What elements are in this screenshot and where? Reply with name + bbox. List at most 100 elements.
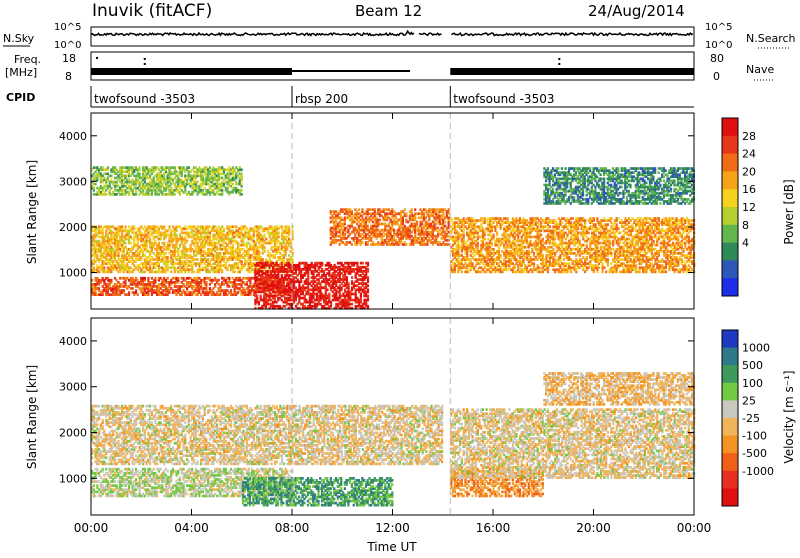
freq-tick-bottom: 8 [65, 70, 72, 83]
power-cell [328, 293, 330, 296]
freq-strip-frame [91, 52, 694, 80]
power-cell [103, 266, 105, 269]
power-region [91, 166, 243, 195]
cpid-label: CPID [6, 91, 35, 104]
power-cell [205, 281, 207, 284]
nsky-trace [91, 31, 693, 35]
freq-dot [96, 57, 98, 59]
freq-dot [144, 63, 146, 65]
power-cell [351, 276, 353, 279]
power-cell [163, 225, 165, 228]
power-cell [228, 285, 230, 288]
power-cell [346, 276, 348, 279]
power-cell [193, 271, 195, 274]
freq-dot [144, 58, 146, 60]
power-cell [174, 193, 176, 196]
power-cell [260, 295, 262, 298]
power-cell [107, 166, 109, 169]
freq-label: Freq. [14, 53, 41, 66]
power-cell [174, 166, 176, 169]
power-cell [444, 221, 446, 224]
power-cell [135, 289, 137, 292]
power-cell [110, 279, 112, 282]
power-cell [241, 260, 243, 263]
power-cell [265, 238, 267, 241]
freq-unit-label: [MHz] [5, 66, 37, 79]
power-cell [241, 168, 243, 171]
power-cell [124, 242, 126, 245]
power-cell [137, 293, 139, 296]
power-cell [448, 231, 450, 234]
power-cell [379, 219, 381, 222]
power-cell [367, 225, 369, 228]
cpid-segment-label: twofsound -3503 [453, 92, 554, 106]
power-cell [197, 258, 199, 261]
power-cell [281, 262, 283, 265]
power-cell [256, 295, 258, 298]
power-cell [241, 193, 243, 196]
power-cell [144, 277, 146, 280]
power-cell [98, 287, 100, 290]
power-cell [188, 166, 190, 169]
power-cell [367, 262, 369, 265]
freq-band-segment-1 [91, 68, 292, 75]
power-cell [147, 277, 149, 280]
nave-tick-bottom: 0 [713, 70, 720, 83]
nsearch-tick-bottom: 10^0 [705, 40, 732, 51]
power-cell [262, 258, 264, 261]
power-cell [367, 268, 369, 271]
power-cell [154, 240, 156, 243]
power-cell [277, 232, 279, 235]
power-cell [356, 262, 358, 265]
power-region [254, 262, 369, 310]
power-cell [405, 212, 407, 215]
power-cell [414, 208, 416, 211]
power-cell [351, 303, 353, 306]
power-cell [128, 291, 130, 294]
power-cell [234, 271, 236, 274]
beam-title: Beam 12 [355, 2, 422, 20]
power-cell [448, 239, 450, 242]
power-cell [241, 173, 243, 176]
date-title: 24/Aug/2014 [588, 2, 685, 20]
power-heatmap [91, 113, 695, 310]
cpid-segment-label: twofsound -3503 [94, 92, 195, 106]
nsky-tick-bottom: 10^0 [54, 40, 81, 51]
nave-label: Nave [746, 63, 774, 76]
power-region [450, 217, 695, 273]
power-cell [404, 208, 406, 211]
power-cell [241, 183, 243, 186]
power-cell [186, 240, 188, 243]
freq-band-segment-3 [450, 68, 694, 75]
power-cell [258, 250, 260, 253]
power-cell [281, 274, 283, 277]
power-cell [351, 210, 353, 213]
power-cell [221, 189, 223, 192]
power-cell [288, 225, 290, 228]
power-cell [230, 289, 232, 292]
power-cell [175, 234, 177, 237]
power-cell [361, 208, 363, 211]
power-cell [241, 189, 243, 192]
nave-tick-top: 80 [710, 52, 724, 65]
power-cell [361, 241, 363, 244]
freq-dot [558, 63, 560, 65]
power-cell [95, 183, 97, 186]
power-cell [448, 243, 450, 246]
freq-tick-top: 18 [62, 52, 76, 65]
power-cell [167, 256, 169, 259]
power-cell [130, 242, 132, 245]
power-cell [154, 277, 156, 280]
power-cell [93, 187, 95, 190]
nsky-tick-top: 10^5 [54, 22, 81, 33]
power-cell [405, 243, 407, 246]
freq-band [91, 57, 694, 75]
power-cell [367, 295, 369, 298]
power-cell [133, 225, 135, 228]
power-cell [123, 289, 125, 292]
power-cell [158, 242, 160, 245]
power-cell [177, 277, 179, 280]
power-cell [167, 277, 169, 280]
power-cell [121, 225, 123, 228]
